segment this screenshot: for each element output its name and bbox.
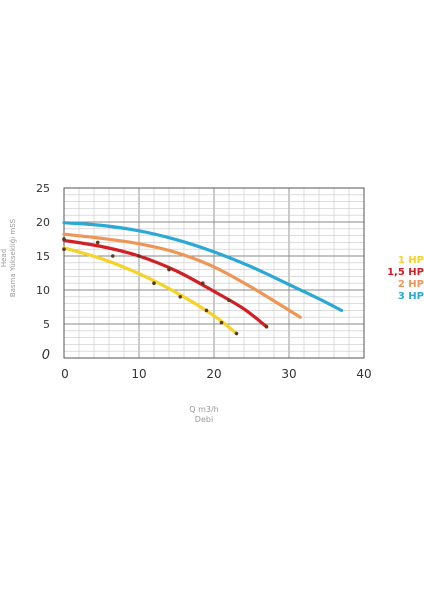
data-point: [95, 240, 100, 245]
grid: [63, 187, 365, 359]
data-point: [137, 254, 141, 258]
series-lines: [62, 221, 344, 336]
legend: 1 HP1,5 HP2 HP3 HP: [387, 255, 424, 302]
data-point: [227, 298, 231, 303]
data-point: [110, 254, 115, 258]
data-point: [234, 331, 239, 336]
x-tick-label: 40: [356, 367, 371, 381]
y-tick-label: 20: [36, 216, 50, 229]
legend-entry: 2 HP: [398, 279, 424, 290]
data-point: [167, 267, 171, 272]
data-point: [62, 237, 66, 241]
x-tick-label: 0: [61, 367, 69, 381]
legend-entry: 3 HP: [398, 291, 424, 302]
y-tick-label: 5: [43, 318, 50, 331]
data-point: [62, 247, 66, 251]
series-line-2: [62, 238, 269, 329]
y-axis-label-line2: Basma Yüksekliği mSS: [9, 218, 17, 297]
legend-entry: 1 HP: [398, 255, 424, 266]
data-point: [264, 324, 269, 329]
plot-frame: [63, 187, 365, 359]
data-point: [152, 281, 156, 286]
data-markers: [62, 237, 269, 336]
x-tick-label: 10: [131, 367, 146, 381]
series-line-1: [62, 246, 239, 336]
x-axis-label-line1: Q m3/h: [189, 405, 219, 414]
data-point: [204, 308, 209, 313]
data-point: [178, 295, 183, 299]
legend-entry: 1,5 HP: [387, 267, 424, 278]
x-tick-label: 20: [206, 367, 221, 381]
data-point: [219, 320, 224, 325]
data-point: [200, 281, 205, 286]
tick-labels: 0 5 10 15 20 25 0 10 20 30 40: [36, 182, 372, 381]
y-tick-label: 25: [36, 182, 50, 195]
y-tick-label: 15: [36, 250, 50, 263]
y-tick-label: 10: [36, 284, 50, 297]
series-line-3: [62, 232, 302, 319]
y-axis-label-line1: Head: [0, 249, 8, 267]
series-line-4: [62, 221, 344, 312]
x-tick-label: 30: [281, 367, 296, 381]
y-tick-label: 0: [42, 348, 50, 363]
x-axis-label-line2: Debi: [195, 415, 213, 424]
